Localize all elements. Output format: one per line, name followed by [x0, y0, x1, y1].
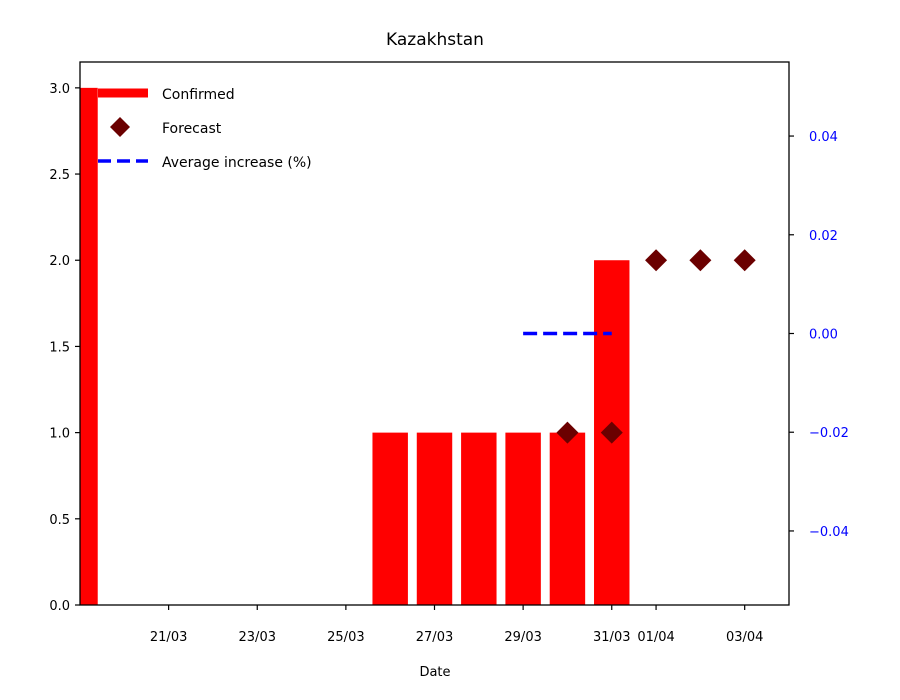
forecast-series [556, 249, 756, 444]
forecast-point [556, 421, 579, 444]
legend-label: Average increase (%) [162, 155, 312, 171]
y-tick-label: 2.5 [49, 168, 70, 183]
x-tick-label: 03/04 [726, 630, 763, 645]
bar [416, 432, 453, 605]
y-tick-label: 1.5 [49, 340, 70, 355]
y2-tick-label: 0.00 [809, 328, 838, 343]
y2-tick-label: 0.02 [809, 229, 838, 244]
forecast-point [689, 249, 712, 272]
forecast-point [645, 249, 668, 272]
forecast-point [733, 249, 756, 272]
chart-title: Kazakhstan [386, 30, 484, 50]
y-tick-label: 0.0 [49, 599, 70, 614]
x-tick-label: 31/03 [593, 630, 630, 645]
y-tick-label: 2.0 [49, 254, 70, 269]
x-axis-ticks: 21/03 23/03 25/03 27/03 29/03 31/03 01/04 03/04 [150, 605, 763, 645]
x-tick-label: 27/03 [416, 630, 453, 645]
y2-axis-ticks: −0.04 −0.02 0.00 0.02 0.04 [789, 130, 849, 540]
x-tick-label: 29/03 [504, 630, 541, 645]
bar-series [80, 87, 630, 606]
y-tick-label: 1.0 [49, 427, 70, 442]
x-tick-label: 23/03 [239, 630, 276, 645]
y2-tick-label: −0.04 [809, 525, 849, 540]
forecast-point [600, 421, 623, 444]
y-tick-label: 3.0 [49, 82, 70, 97]
x-tick-label: 01/04 [637, 630, 674, 645]
y-tick-label: 0.5 [49, 513, 70, 528]
legend-label: Confirmed [162, 87, 235, 103]
x-tick-label: 25/03 [327, 630, 364, 645]
x-tick-label: 21/03 [150, 630, 187, 645]
x-axis-label: Date [419, 665, 450, 680]
y2-tick-label: −0.02 [809, 426, 849, 441]
bar [80, 87, 98, 606]
legend-swatch-forecast [110, 117, 130, 137]
bar [372, 432, 408, 605]
legend-label: Forecast [162, 121, 222, 137]
y2-tick-label: 0.04 [809, 130, 838, 145]
legend: Confirmed Forecast Average increase (%) [98, 87, 312, 171]
bar [549, 432, 586, 605]
bar [505, 432, 541, 605]
y-axis-ticks: 0.0 0.5 1.0 1.5 2.0 2.5 3.0 [49, 82, 80, 614]
bar [461, 432, 497, 605]
